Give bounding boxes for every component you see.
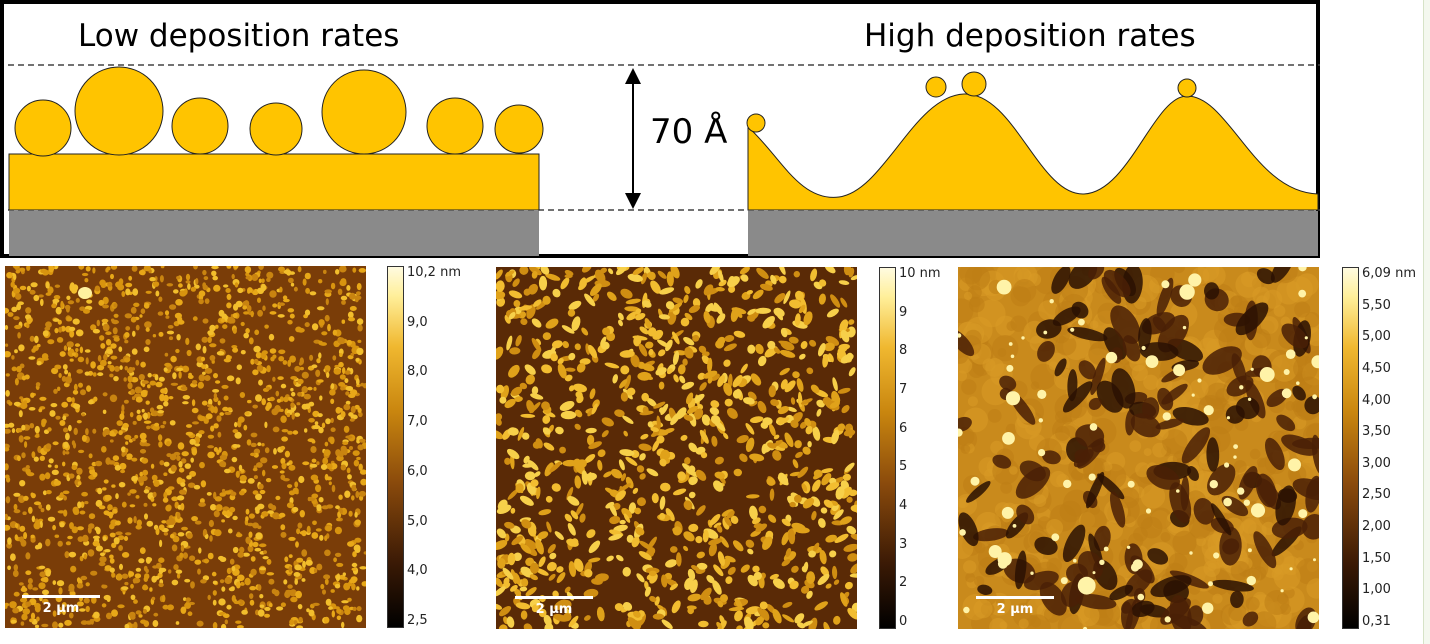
low-island: [171, 97, 229, 155]
colorbar-tick-label: 3,50: [1362, 424, 1391, 439]
colorbar-tick-label: 5: [899, 459, 908, 474]
colorbar-tick-label: 6,09 nm: [1362, 266, 1416, 281]
scale-bar-label: 2 µm: [535, 602, 573, 617]
colorbar-tick-label: 2: [899, 575, 908, 590]
colorbar-high-rate: [1342, 267, 1359, 629]
colorbar-tick-label: 4,0: [407, 563, 428, 578]
colorbar-tick-label: 9,0: [407, 315, 428, 330]
colorbar-tick-label: 8: [899, 343, 908, 358]
colorbar-tick-label: 3,00: [1362, 456, 1391, 471]
colorbar-tick-label: 8,0: [407, 364, 428, 379]
colorbar-tick-label: 3: [899, 537, 908, 552]
colorbar-tick-label: 7: [899, 382, 908, 397]
scale-bar-line: [22, 595, 100, 598]
colorbar-tick-label: 1,00: [1362, 582, 1391, 597]
high-rate-undulating-film: [747, 93, 1319, 211]
scale-bar-label: 2 µm: [42, 601, 80, 616]
scale-bar-label: 2 µm: [996, 602, 1034, 617]
colorbar-tick-label: 5,00: [1362, 329, 1391, 344]
colorbar-tick-label: 10 nm: [899, 266, 941, 281]
colorbar-tick-label: 0: [899, 614, 908, 629]
colorbar-low-rate: [387, 266, 404, 628]
low-island: [74, 66, 164, 156]
colorbar-tick-label: 7,0: [407, 414, 428, 429]
scale-bar-mid-rate: 2 µm: [515, 596, 593, 617]
colorbar-tick-label: 0,31: [1362, 614, 1391, 629]
colorbar-tick-label: 4,50: [1362, 361, 1391, 376]
low-island: [426, 97, 484, 155]
colorbar-tick-label: 10,2 nm: [407, 265, 461, 280]
colorbar-tick-label: 9: [899, 305, 908, 320]
colorbar-mid-rate: [879, 267, 896, 629]
colorbar-tick-label: 6,0: [407, 464, 428, 479]
low-island: [14, 99, 72, 157]
high-rate-islands: [746, 71, 1197, 133]
thickness-arrow-head-top: [625, 68, 641, 84]
colorbar-tick-label: 2,00: [1362, 519, 1391, 534]
scale-bar-low-rate: 2 µm: [22, 595, 100, 616]
scale-bar-line: [515, 596, 593, 599]
low-rate-title: Low deposition rates: [78, 18, 400, 54]
colorbar-tick-label: 2,5: [407, 613, 428, 628]
high-rate-substrate: [748, 211, 1318, 256]
high-island: [961, 71, 987, 97]
colorbar-tick-label: 4,00: [1362, 393, 1391, 408]
low-island: [249, 102, 303, 156]
low-rate-wetting-layer: [8, 153, 540, 211]
colorbar-tick-label: 5,0: [407, 514, 428, 529]
low-rate-substrate: [9, 211, 539, 256]
thickness-label: 70 Å: [650, 112, 728, 152]
colorbar-tick-label: 2,50: [1362, 487, 1391, 502]
scale-bar-line: [976, 596, 1054, 599]
deposition-schematic: Low deposition rates High deposition rat…: [0, 0, 1320, 258]
low-island: [494, 104, 544, 154]
colorbar-tick-label: 5,50: [1362, 298, 1391, 313]
page-edge-strip: [1423, 0, 1430, 644]
high-island: [746, 113, 766, 133]
colorbar-tick-label: 1,50: [1362, 551, 1391, 566]
afm-image-mid-rate: [496, 267, 857, 629]
high-rate-title: High deposition rates: [864, 18, 1196, 54]
afm-image-high-rate: [958, 267, 1319, 629]
low-island: [321, 69, 407, 155]
high-island: [925, 76, 947, 98]
afm-image-low-rate: [5, 266, 366, 628]
colorbar-tick-label: 6: [899, 421, 908, 436]
colorbar-tick-label: 4: [899, 498, 908, 513]
scale-bar-high-rate: 2 µm: [976, 596, 1054, 617]
thickness-arrow-head-bottom: [625, 193, 641, 209]
low-rate-islands: [14, 66, 544, 157]
high-island: [1177, 78, 1197, 98]
schematic-drawing: [8, 64, 1320, 256]
